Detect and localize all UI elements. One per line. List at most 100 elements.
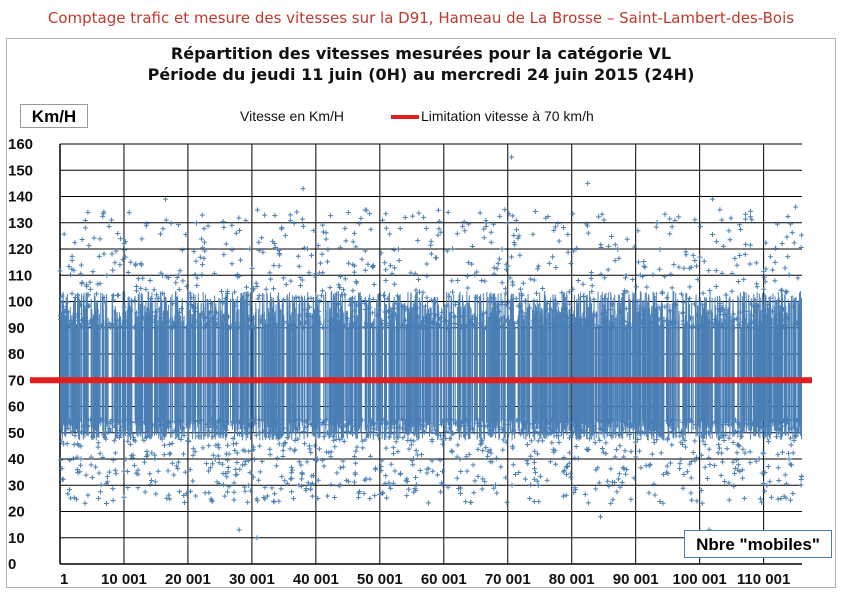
speed-point xyxy=(425,500,431,506)
speed-point xyxy=(123,417,129,423)
speed-point xyxy=(190,305,196,311)
speed-point xyxy=(111,293,117,299)
speed-point xyxy=(367,305,373,311)
speed-point xyxy=(782,472,788,478)
speed-point xyxy=(75,417,81,423)
speed-point xyxy=(507,275,513,281)
speed-point xyxy=(338,274,344,280)
speed-point xyxy=(591,427,597,433)
speed-point xyxy=(383,267,389,273)
speed-point xyxy=(72,240,78,246)
speed-point xyxy=(531,298,537,304)
speed-point xyxy=(104,272,110,278)
speed-point xyxy=(354,444,360,450)
speed-point xyxy=(158,231,164,237)
speed-point xyxy=(692,217,698,223)
speed-point xyxy=(657,498,663,504)
speed-point xyxy=(694,498,700,504)
speed-point xyxy=(373,466,379,472)
speed-point xyxy=(359,256,365,262)
speed-point xyxy=(342,276,348,282)
speed-point xyxy=(575,278,581,284)
speed-point xyxy=(236,215,242,221)
speed-point xyxy=(160,291,166,297)
speed-point xyxy=(139,315,145,321)
speed-point xyxy=(87,318,93,324)
speed-point xyxy=(522,419,528,425)
speed-point xyxy=(180,324,186,330)
speed-point xyxy=(312,443,318,449)
speed-point xyxy=(678,457,684,463)
y-tick-label: 30 xyxy=(8,477,25,494)
speed-point xyxy=(528,482,534,488)
speed-point xyxy=(615,246,621,252)
speed-point xyxy=(296,263,302,269)
speed-point xyxy=(147,482,153,488)
speed-point xyxy=(689,419,695,425)
x-tick-label: 100 001 xyxy=(673,571,727,588)
speed-point xyxy=(295,253,301,259)
speed-point xyxy=(537,473,543,479)
speed-point xyxy=(302,441,308,447)
speed-point xyxy=(531,317,537,323)
speed-point xyxy=(768,494,774,500)
speed-point xyxy=(383,211,389,217)
speed-point xyxy=(230,435,236,441)
speed-point xyxy=(224,474,230,480)
speed-point xyxy=(419,452,425,458)
speed-point xyxy=(757,496,763,502)
speed-point xyxy=(247,469,253,475)
speed-point xyxy=(470,462,476,468)
speed-point xyxy=(475,473,481,479)
speed-point xyxy=(256,429,262,435)
speed-point xyxy=(332,495,338,501)
speed-point xyxy=(516,233,522,239)
speed-point xyxy=(437,322,443,328)
speed-point xyxy=(635,429,641,435)
speed-point xyxy=(718,473,724,479)
speed-point xyxy=(486,417,492,423)
speed-point xyxy=(113,471,119,477)
speed-point xyxy=(242,488,248,494)
speed-point xyxy=(503,318,509,324)
speed-point xyxy=(153,292,159,298)
speed-point xyxy=(510,213,516,219)
speed-point xyxy=(612,258,618,264)
speed-point xyxy=(192,449,198,455)
speed-point xyxy=(638,319,644,325)
speed-point xyxy=(184,324,190,330)
speed-point xyxy=(667,231,673,237)
x-tick-label: 60 001 xyxy=(421,571,467,588)
speed-point xyxy=(705,310,711,316)
speed-point xyxy=(553,461,559,467)
speed-point xyxy=(732,465,738,471)
speed-point xyxy=(212,423,218,429)
speed-point xyxy=(641,263,647,269)
speed-point xyxy=(166,451,172,457)
speed-point xyxy=(325,247,331,253)
speed-point xyxy=(109,321,115,327)
speed-point xyxy=(88,454,94,460)
speed-point xyxy=(228,324,234,330)
speed-point xyxy=(694,455,700,461)
speed-point xyxy=(372,493,378,499)
speed-point xyxy=(379,321,385,327)
speed-point xyxy=(480,417,486,423)
speed-point xyxy=(785,213,791,219)
x-tick-label: 20 001 xyxy=(165,571,211,588)
speed-point xyxy=(123,456,129,462)
speed-point xyxy=(496,429,502,435)
speed-point xyxy=(223,316,229,322)
speed-point xyxy=(277,252,283,258)
speed-point xyxy=(183,231,189,237)
speed-point xyxy=(403,478,409,484)
speed-point xyxy=(387,231,393,237)
speed-point xyxy=(122,247,128,253)
speed-point xyxy=(415,422,421,428)
speed-point xyxy=(734,450,740,456)
speed-point xyxy=(640,311,646,317)
speed-point xyxy=(471,490,477,496)
speed-point xyxy=(714,422,720,428)
speed-point xyxy=(307,304,313,310)
speed-point xyxy=(531,277,537,283)
